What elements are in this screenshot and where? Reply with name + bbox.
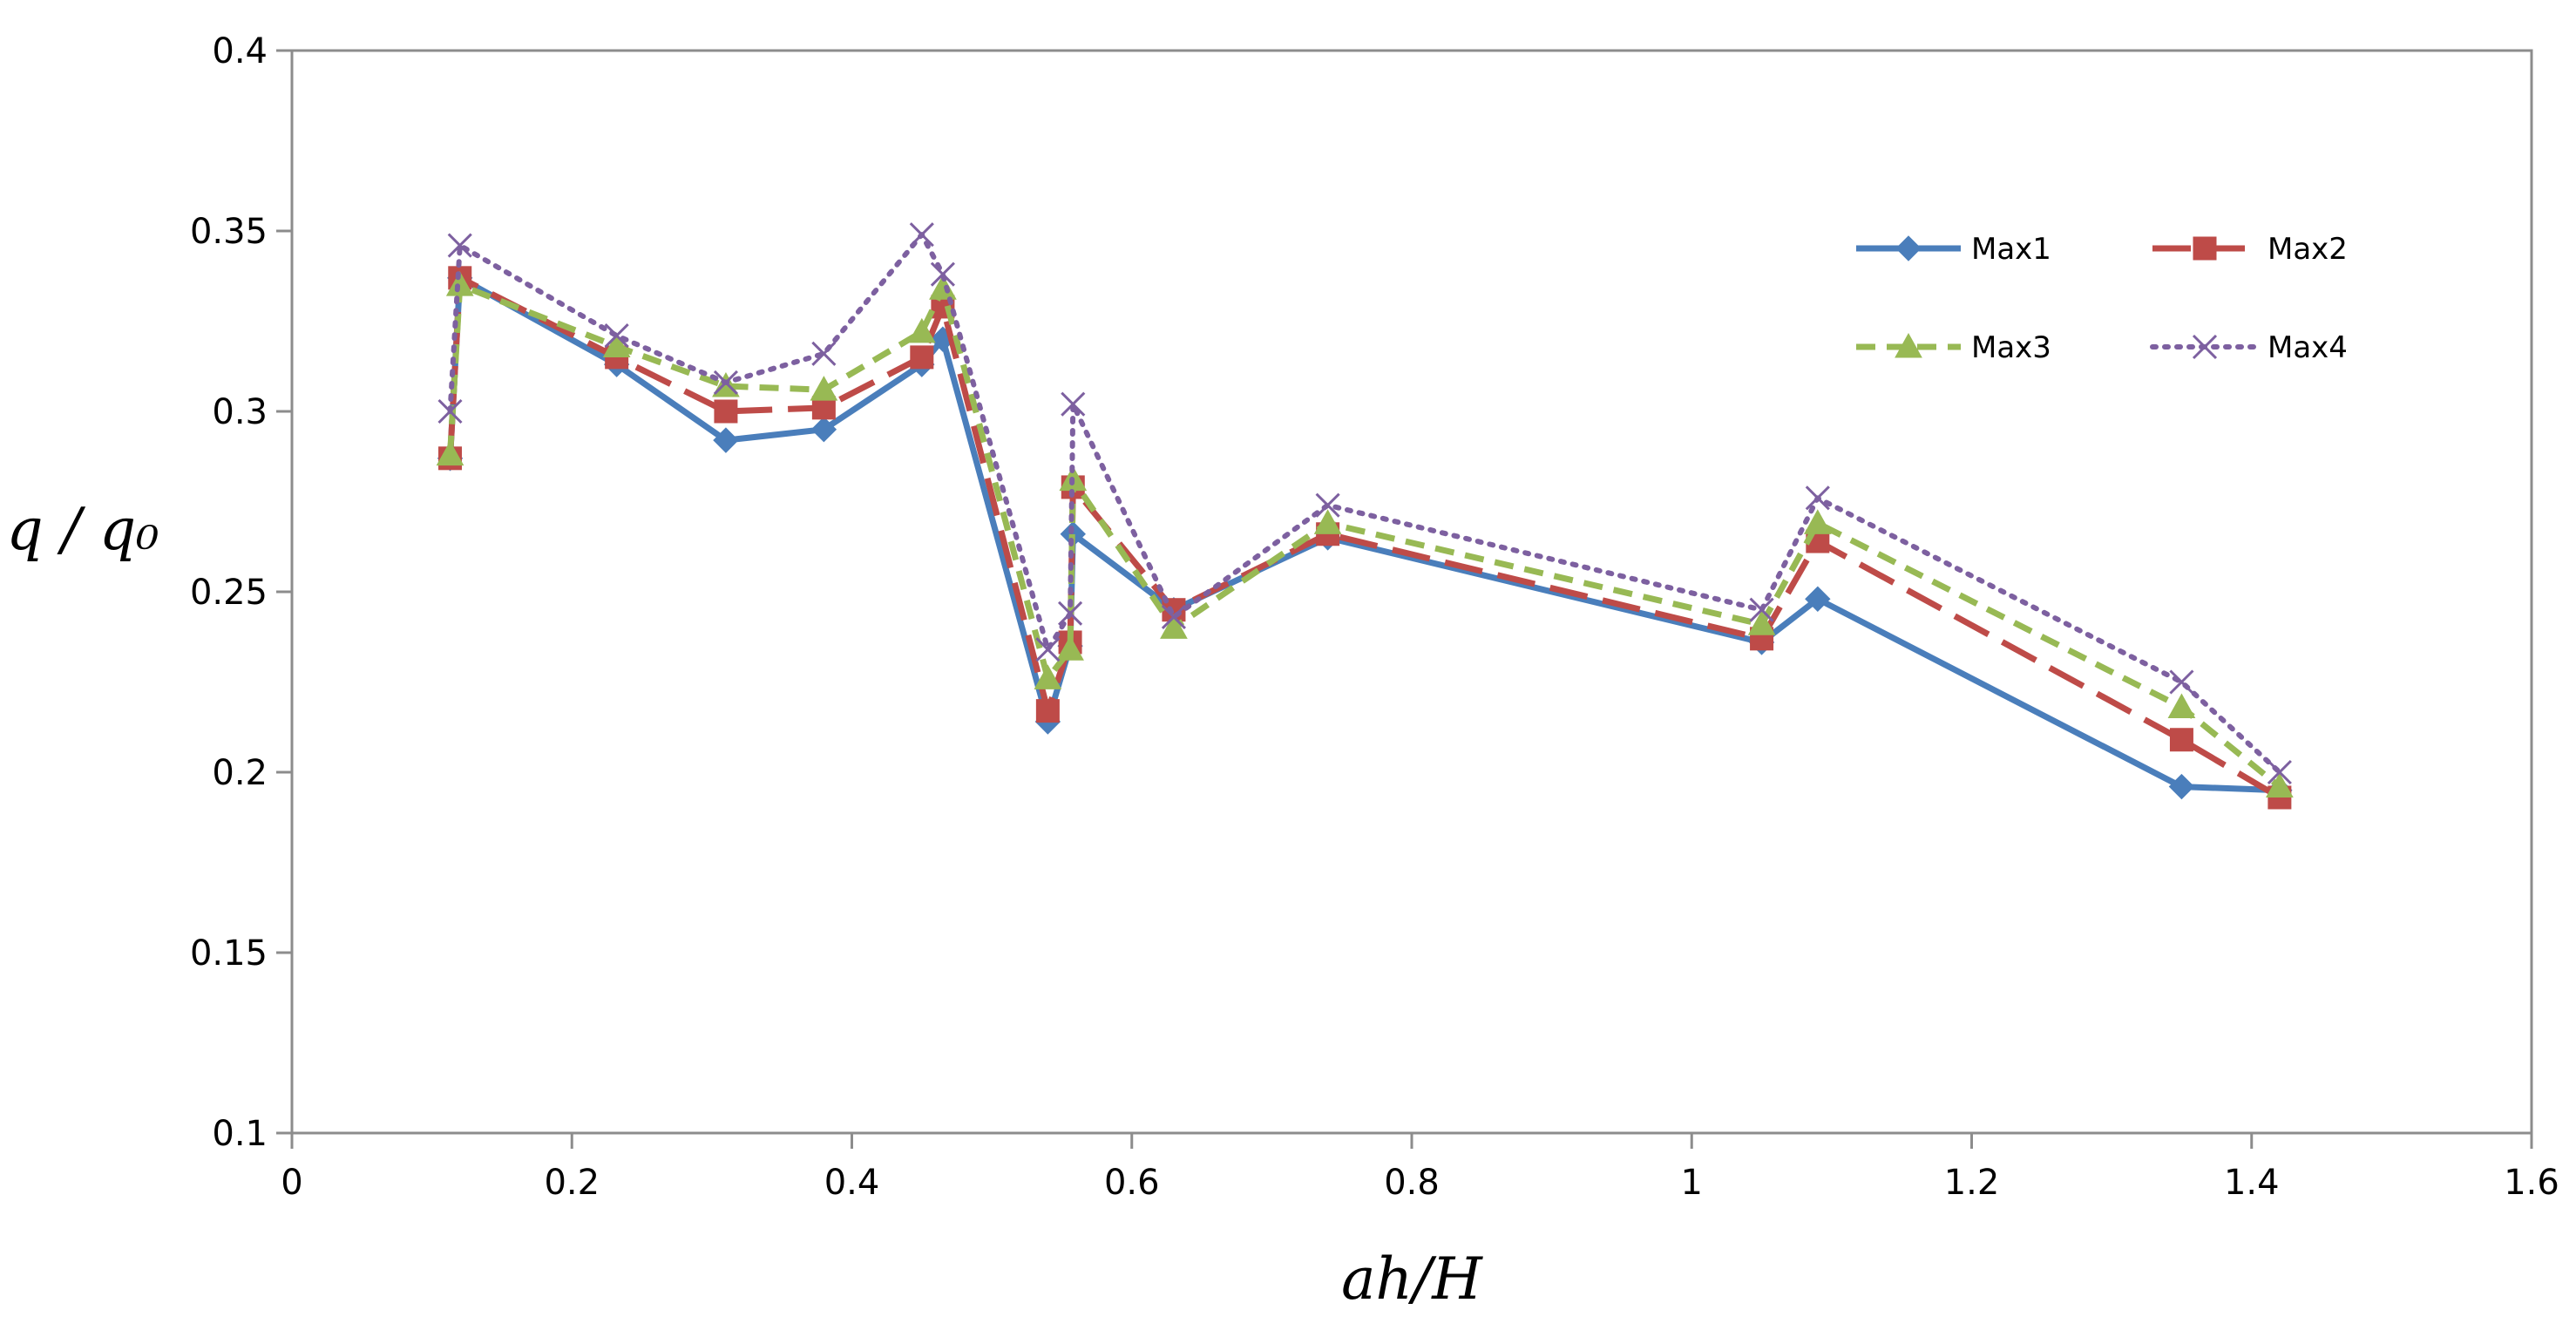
data-point-max4 — [1058, 601, 1083, 626]
data-point-max3 — [436, 440, 464, 466]
y-axis-title: q / q₀ — [6, 496, 159, 563]
x-axis-ticks: 0 0.2 0.4 0.6 0.8 1 1.2 1.4 1.6 — [281, 1133, 2559, 1203]
data-point-max4 — [1161, 604, 1186, 630]
legend-item-max2: Max2 — [2152, 232, 2348, 267]
x-tick-label: 1.6 — [2504, 1163, 2559, 1203]
series-line-max1 — [447, 275, 2281, 794]
legend-swatch-marker — [2193, 236, 2217, 261]
legend-label: Max1 — [1971, 232, 2051, 267]
y-axis-ticks: 0.1 0.15 0.2 0.25 0.3 0.35 0.4 — [190, 31, 292, 1154]
data-point-max2 — [714, 399, 738, 424]
x-tick-label: 0.6 — [1104, 1163, 1160, 1203]
series-layer — [436, 222, 2294, 810]
legend-label: Max3 — [1971, 330, 2051, 365]
data-point-max4 — [1061, 391, 1086, 417]
data-point-max3 — [1056, 635, 1084, 661]
legend: Max1 Max2 Max3 Max4 — [1856, 232, 2348, 365]
data-point-max4 — [604, 322, 629, 349]
data-point-max2 — [2169, 728, 2193, 752]
data-point-max3 — [907, 317, 936, 343]
data-point-max1 — [1805, 586, 1831, 612]
y-tick-label: 0.3 — [212, 392, 268, 432]
data-point-max4 — [447, 233, 472, 258]
data-point-max3 — [2167, 693, 2196, 718]
data-point-max4 — [1315, 492, 1340, 518]
data-point-max3 — [810, 376, 838, 401]
x-tick-label: 0.8 — [1384, 1163, 1440, 1203]
y-tick-label: 0.2 — [212, 753, 268, 793]
data-point-max4 — [1035, 637, 1061, 662]
y-tick-label: 0.25 — [190, 573, 268, 613]
data-point-max4 — [1749, 597, 1774, 622]
series-max3 — [436, 271, 2294, 798]
y-tick-label: 0.15 — [190, 933, 268, 974]
x-tick-label: 1.2 — [1944, 1163, 2000, 1203]
data-point-max3 — [2266, 772, 2294, 798]
x-tick-label: 0.2 — [544, 1163, 600, 1203]
data-point-max3 — [1313, 509, 1342, 534]
data-point-max3 — [445, 271, 474, 296]
data-point-max3 — [1747, 610, 1776, 635]
data-point-max3 — [1160, 614, 1188, 639]
data-point-max4 — [713, 370, 738, 395]
legend-label: Max2 — [2268, 232, 2348, 267]
series-line-max4 — [447, 232, 2282, 775]
legend-item-max1: Max1 — [1856, 232, 2051, 267]
data-point-max4 — [2267, 759, 2292, 785]
legend-item-max3: Max3 — [1856, 330, 2051, 365]
data-point-max4 — [909, 222, 934, 248]
x-tick-label: 1 — [1681, 1163, 1703, 1203]
data-point-max2 — [1035, 699, 1060, 723]
data-point-max3 — [602, 332, 631, 357]
x-tick-label: 1.4 — [2224, 1163, 2280, 1203]
series-line-max2 — [447, 275, 2281, 801]
data-point-max4 — [2169, 669, 2194, 695]
data-point-max4 — [1805, 485, 1830, 511]
legend-item-max4: Max4 — [2150, 330, 2348, 365]
legend-swatch-marker — [1895, 235, 1922, 261]
data-point-max1 — [2168, 773, 2195, 800]
data-point-max3 — [1034, 664, 1062, 689]
legend-swatch-marker — [1895, 332, 1922, 358]
series-max4 — [437, 222, 2292, 785]
data-point-max4 — [811, 341, 837, 366]
data-point-max3 — [929, 275, 957, 300]
data-point-max3 — [1803, 509, 1832, 534]
data-point-max1 — [713, 427, 739, 453]
legend-label: Max4 — [2268, 330, 2348, 365]
data-point-max4 — [930, 261, 955, 287]
y-tick-label: 0.1 — [212, 1114, 268, 1154]
x-tick-label: 0.4 — [824, 1163, 880, 1203]
data-point-max1 — [810, 416, 837, 443]
legend-swatch-marker — [2192, 334, 2218, 360]
y-tick-label: 0.4 — [212, 31, 268, 71]
data-point-max2 — [910, 345, 934, 370]
y-tick-label: 0.35 — [190, 212, 268, 252]
series-line-max3 — [447, 282, 2282, 790]
x-axis-title: ah/H — [1341, 1245, 1483, 1313]
data-point-max4 — [437, 398, 463, 424]
x-tick-label: 0 — [281, 1163, 302, 1203]
